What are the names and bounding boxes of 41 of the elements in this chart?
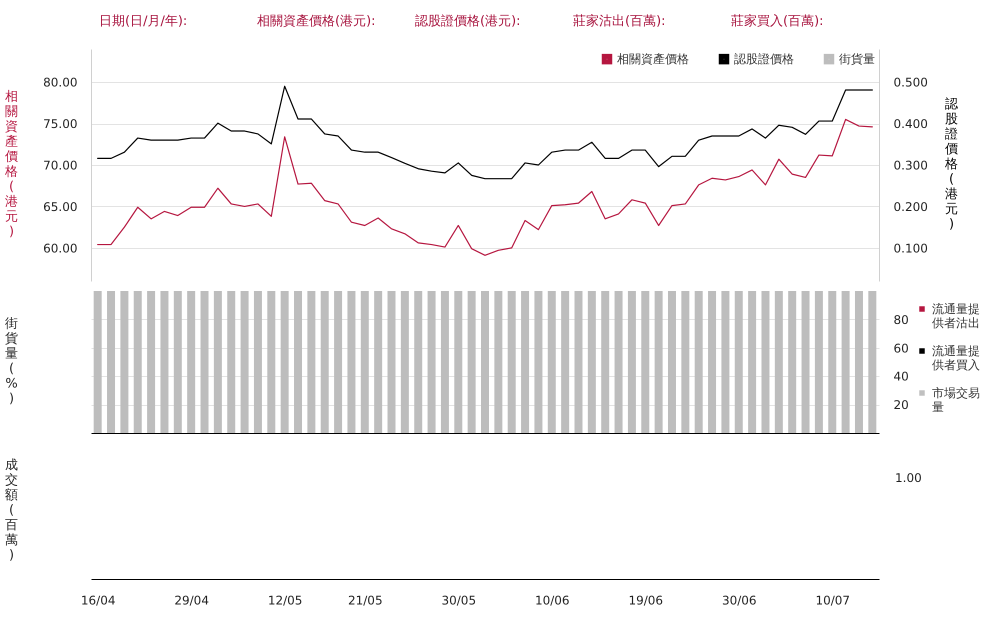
y-tick-label: 60	[894, 341, 909, 356]
y2-tick-label: 0.200	[894, 200, 928, 214]
category-label: 10/06	[534, 594, 570, 608]
category-label: 29/04	[174, 594, 209, 608]
y-tick-label: 80	[894, 312, 909, 327]
text: 莊家買入(百萬):	[731, 13, 824, 29]
y-tick-label: 80.00	[43, 76, 78, 90]
y2-tick-label: 0.400	[894, 117, 928, 132]
y-tick-label: 75.00	[43, 117, 78, 132]
y2-tick-label: 0.500	[894, 76, 928, 90]
category-label: 30/05	[441, 594, 476, 608]
y-tick-label: 20	[894, 398, 909, 412]
y-tick-label: 65.00	[43, 200, 78, 214]
y-tick-label: 40	[894, 370, 909, 384]
text: 相關資產價格(港元)	[5, 90, 18, 240]
text: 認股證價格(港元):	[415, 14, 521, 29]
legend-label: 流通量提供者沽出	[932, 302, 980, 330]
text: 相關資產價格(港元):	[257, 14, 376, 29]
category-label: 12/05	[268, 594, 302, 608]
category-label: 21/05	[348, 594, 383, 608]
text: 日期(日/月/年):	[99, 14, 188, 29]
category-label: 30/06	[722, 594, 757, 608]
line-series	[97, 118, 873, 256]
text: 認股證價格(港元)	[945, 97, 958, 232]
line-series	[97, 86, 873, 180]
text: 成交額(百萬)	[5, 458, 18, 563]
legend-label: 街貨量	[839, 52, 875, 66]
category-label: 10/07	[815, 594, 850, 608]
legend-label: 流通量提供者買入	[932, 344, 980, 372]
category-label: 19/06	[628, 594, 664, 608]
category-label: 16/04	[80, 594, 116, 608]
y2-tick-label: 0.300	[894, 158, 928, 172]
y2-tick-label: 0.100	[894, 241, 928, 256]
text: 莊家沽出(百萬):	[573, 13, 666, 29]
y-axis-title: 街貨量(%)	[5, 316, 18, 406]
legend-label: 認股證價格	[734, 52, 794, 66]
legend-label: 市場交易量	[932, 386, 980, 414]
text: 1.00	[895, 471, 922, 485]
y-tick-label: 60.00	[43, 241, 78, 256]
legend-label: 相關資產價格	[617, 52, 689, 66]
y-tick-label: 70.00	[43, 158, 78, 172]
